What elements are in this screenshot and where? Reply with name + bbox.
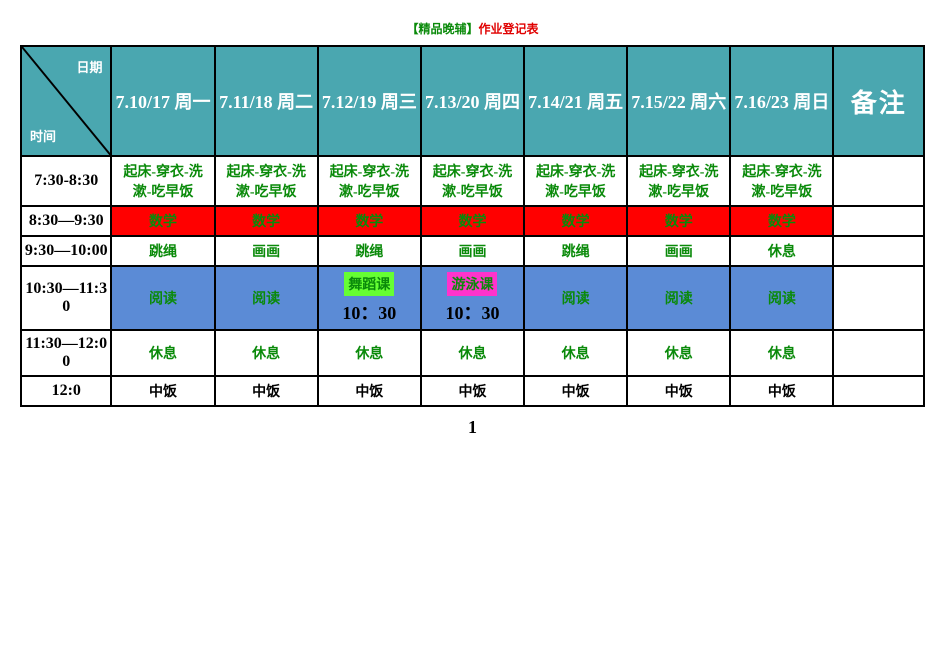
- schedule-table: 日期 时间 7.10/17 周一 7.11/18 周二 7.12/19 周三 7…: [20, 45, 925, 407]
- special-class-label: 舞蹈课: [344, 272, 394, 296]
- corner-cell: 日期 时间: [21, 46, 111, 156]
- schedule-cell: 中饭: [318, 376, 421, 406]
- table-row: 11:30—12:00休息休息休息休息休息休息休息: [21, 330, 924, 376]
- schedule-cell: 起床-穿衣-洗漱-吃早饭: [111, 156, 214, 206]
- day-header-4: 7.14/21 周五: [524, 46, 627, 156]
- notes-cell: [833, 376, 924, 406]
- corner-label-date: 日期: [76, 57, 102, 76]
- schedule-cell: 画画: [627, 236, 730, 266]
- schedule-cell: 中饭: [215, 376, 318, 406]
- schedule-cell: 舞蹈课 10：30: [318, 266, 421, 330]
- time-cell: 7:30-8:30: [21, 156, 111, 206]
- schedule-cell: 休息: [627, 330, 730, 376]
- schedule-cell: 休息: [730, 236, 833, 266]
- schedule-cell: 画画: [421, 236, 524, 266]
- schedule-cell: 数学: [627, 206, 730, 236]
- schedule-cell: 阅读: [524, 266, 627, 330]
- special-class-label: 游泳课: [447, 272, 497, 296]
- day-header-5: 7.15/22 周六: [627, 46, 730, 156]
- page-title: 【精品晚辅】作业登记表: [20, 20, 925, 37]
- schedule-cell: 跳绳: [111, 236, 214, 266]
- schedule-cell: 数学: [524, 206, 627, 236]
- schedule-cell: 中饭: [421, 376, 524, 406]
- time-cell: 9:30—10:00: [21, 236, 111, 266]
- schedule-cell: 数学: [730, 206, 833, 236]
- day-header-0: 7.10/17 周一: [111, 46, 214, 156]
- schedule-cell: 游泳课 10：30: [421, 266, 524, 330]
- schedule-cell: 中饭: [730, 376, 833, 406]
- notes-cell: [833, 330, 924, 376]
- table-row: 12:0中饭中饭中饭中饭中饭中饭中饭: [21, 376, 924, 406]
- schedule-cell: 中饭: [627, 376, 730, 406]
- notes-cell: [833, 266, 924, 330]
- schedule-cell: 起床-穿衣-洗漱-吃早饭: [421, 156, 524, 206]
- day-header-1: 7.11/18 周二: [215, 46, 318, 156]
- notes-cell: [833, 236, 924, 266]
- schedule-cell: 休息: [421, 330, 524, 376]
- time-cell: 8:30—9:30: [21, 206, 111, 236]
- schedule-cell: 数学: [421, 206, 524, 236]
- notes-header: 备注: [833, 46, 924, 156]
- special-class-time: 10：30: [424, 299, 521, 325]
- corner-label-time: 时间: [30, 126, 56, 145]
- schedule-cell: 阅读: [730, 266, 833, 330]
- table-row: 9:30—10:00跳绳画画跳绳画画跳绳画画休息: [21, 236, 924, 266]
- time-cell: 12:0: [21, 376, 111, 406]
- schedule-cell: 起床-穿衣-洗漱-吃早饭: [524, 156, 627, 206]
- day-header-6: 7.16/23 周日: [730, 46, 833, 156]
- schedule-cell: 休息: [524, 330, 627, 376]
- time-cell: 10:30—11:30: [21, 266, 111, 330]
- schedule-cell: 休息: [318, 330, 421, 376]
- day-header-2: 7.12/19 周三: [318, 46, 421, 156]
- table-row: 10:30—11:30阅读阅读舞蹈课10：30游泳课10：30阅读阅读阅读: [21, 266, 924, 330]
- special-class-time: 10：30: [321, 299, 418, 325]
- schedule-cell: 阅读: [215, 266, 318, 330]
- schedule-cell: 数学: [111, 206, 214, 236]
- title-prefix: 【精品晚辅】: [406, 22, 478, 36]
- schedule-cell: 画画: [215, 236, 318, 266]
- title-suffix: 作业登记表: [479, 22, 539, 36]
- schedule-cell: 跳绳: [524, 236, 627, 266]
- table-row: 8:30—9:30数学数学数学数学数学数学数学: [21, 206, 924, 236]
- schedule-cell: 休息: [215, 330, 318, 376]
- notes-cell: [833, 206, 924, 236]
- schedule-cell: 休息: [111, 330, 214, 376]
- time-cell: 11:30—12:00: [21, 330, 111, 376]
- day-header-3: 7.13/20 周四: [421, 46, 524, 156]
- schedule-cell: 中饭: [524, 376, 627, 406]
- schedule-cell: 数学: [215, 206, 318, 236]
- table-row: 7:30-8:30起床-穿衣-洗漱-吃早饭起床-穿衣-洗漱-吃早饭起床-穿衣-洗…: [21, 156, 924, 206]
- schedule-cell: 数学: [318, 206, 421, 236]
- schedule-cell: 阅读: [111, 266, 214, 330]
- schedule-cell: 起床-穿衣-洗漱-吃早饭: [627, 156, 730, 206]
- schedule-cell: 起床-穿衣-洗漱-吃早饭: [730, 156, 833, 206]
- schedule-cell: 中饭: [111, 376, 214, 406]
- schedule-cell: 起床-穿衣-洗漱-吃早饭: [215, 156, 318, 206]
- notes-cell: [833, 156, 924, 206]
- page-number: 1: [20, 417, 925, 438]
- table-body: 7:30-8:30起床-穿衣-洗漱-吃早饭起床-穿衣-洗漱-吃早饭起床-穿衣-洗…: [21, 156, 924, 406]
- schedule-cell: 阅读: [627, 266, 730, 330]
- schedule-cell: 起床-穿衣-洗漱-吃早饭: [318, 156, 421, 206]
- table-header: 日期 时间 7.10/17 周一 7.11/18 周二 7.12/19 周三 7…: [21, 46, 924, 156]
- schedule-cell: 休息: [730, 330, 833, 376]
- schedule-cell: 跳绳: [318, 236, 421, 266]
